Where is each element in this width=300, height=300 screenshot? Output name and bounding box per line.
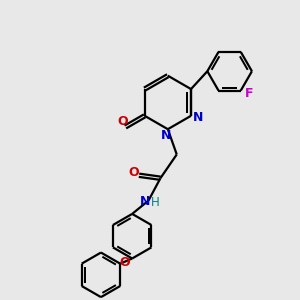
Text: O: O <box>128 166 139 179</box>
Text: O: O <box>119 256 130 269</box>
Text: N: N <box>140 195 150 208</box>
Text: F: F <box>245 87 254 100</box>
Text: O: O <box>118 115 128 128</box>
Text: H: H <box>151 196 159 209</box>
Text: N: N <box>193 111 204 124</box>
Text: N: N <box>161 129 172 142</box>
